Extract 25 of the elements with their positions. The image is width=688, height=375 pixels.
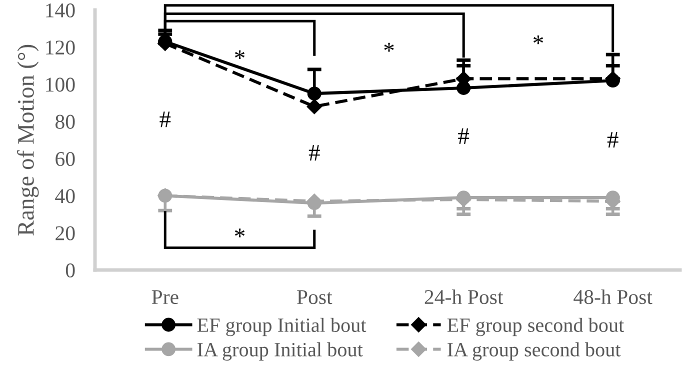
legend-label: EF group second bout	[447, 318, 624, 336]
y-tick-label: 80	[56, 114, 75, 129]
y-axis-title: Range of Motion (°)	[17, 44, 39, 236]
legend-label: EF group Initial bout	[197, 318, 366, 336]
y-tick-label: 60	[56, 152, 75, 166]
x-tick-label: Post	[297, 290, 332, 304]
legend-label: IA group Initial bout	[198, 342, 363, 361]
x-tick-label: 24-h Post	[424, 289, 504, 304]
annotation: #	[160, 112, 171, 128]
annotation: #	[607, 132, 618, 148]
y-tick-label: 20	[56, 226, 75, 240]
x-tick-label: 48-h Post	[574, 289, 652, 304]
annotation: *	[235, 228, 245, 238]
y-tick-label: 0	[66, 263, 75, 278]
y-tick-label: 40	[55, 189, 75, 204]
annotation: #	[308, 145, 320, 161]
annotation: *	[533, 36, 543, 44]
annotation: *	[235, 50, 245, 60]
x-tick-label: Pre	[152, 290, 178, 304]
annotation: #	[458, 128, 470, 144]
legend-label: IA group second bout	[448, 342, 621, 361]
y-tick-label: 140	[46, 3, 75, 18]
annotation: *	[384, 42, 394, 52]
y-tick-label: 100	[46, 78, 75, 92]
y-tick-label: 120	[46, 40, 75, 55]
